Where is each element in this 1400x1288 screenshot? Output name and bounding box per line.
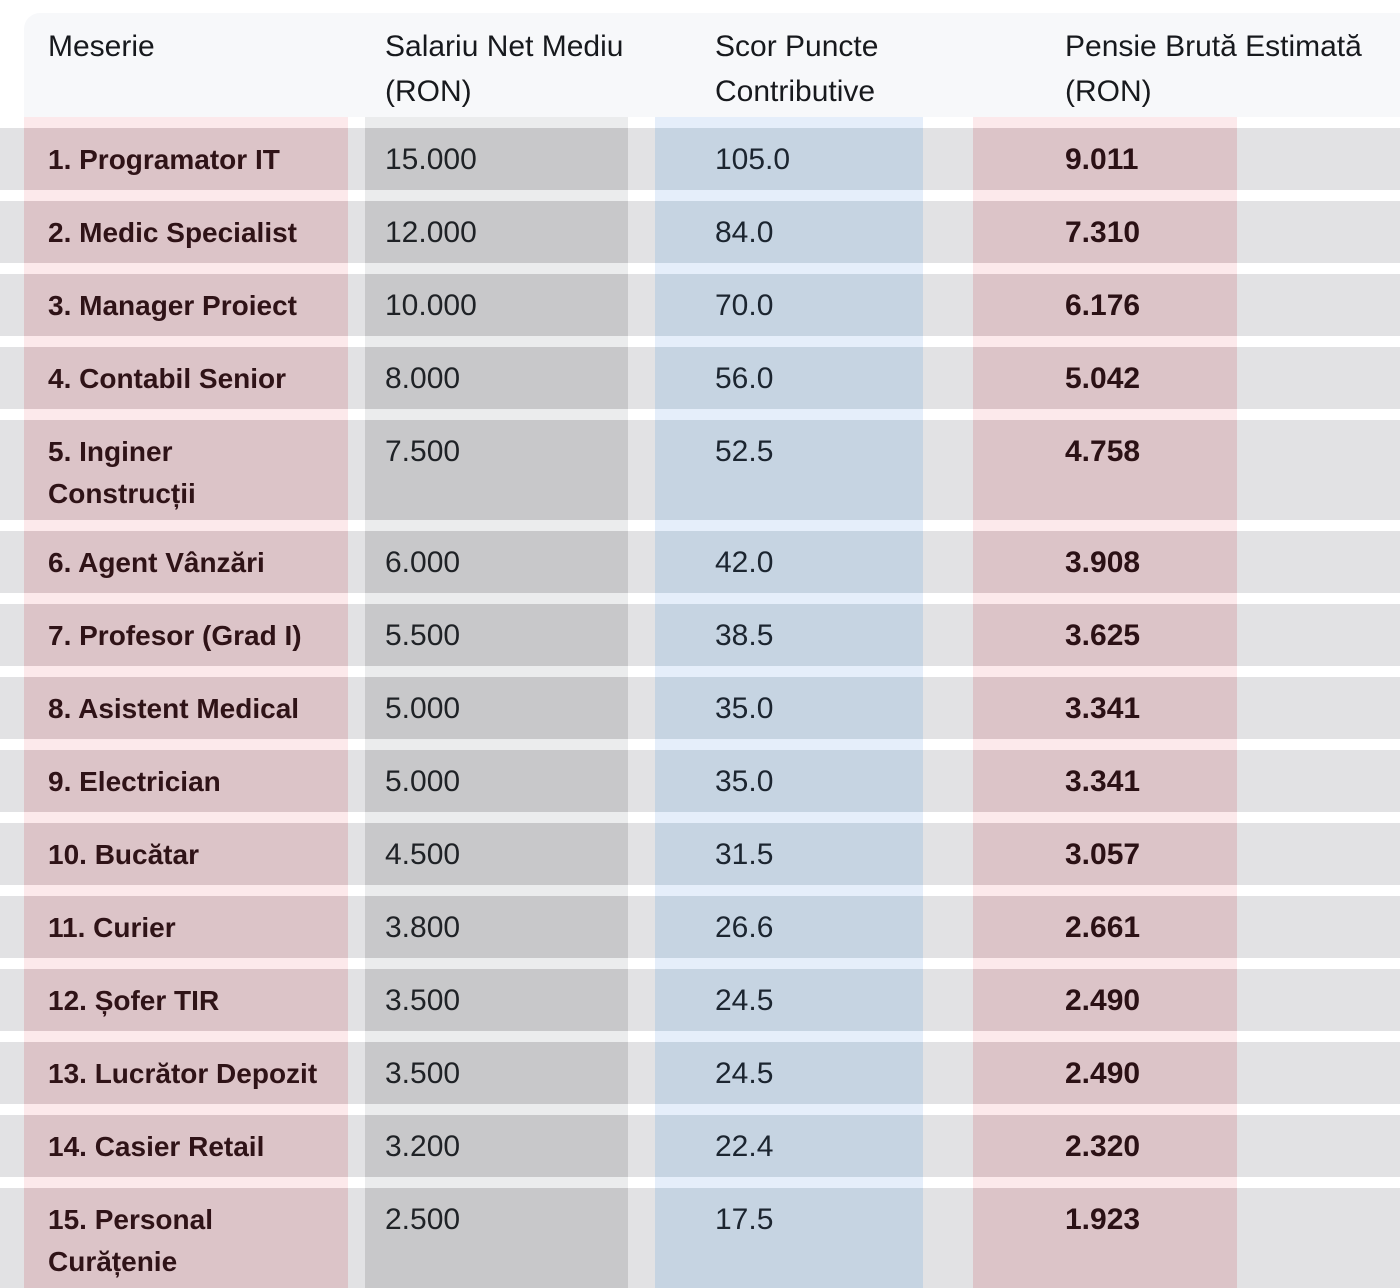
scor-cell: 52.5: [715, 435, 774, 468]
table-row: 10. Bucătar 4.500 31.5 3.057: [0, 823, 1400, 885]
table-row: 14. Casier Retail 3.200 22.4 2.320: [0, 1115, 1400, 1177]
meserie-cell: 5. Inginer Construcții: [48, 436, 196, 509]
salariu-cell: 12.000: [385, 216, 477, 249]
meserie-cell: 2. Medic Specialist: [48, 217, 297, 248]
scor-cell: 22.4: [715, 1130, 774, 1163]
scor-cell: 31.5: [715, 838, 774, 871]
pensie-cell: 3.341: [1065, 765, 1141, 798]
meserie-cell: 1. Programator IT: [48, 144, 280, 175]
pensie-cell: 3.057: [1065, 838, 1141, 871]
pensie-cell: 9.011: [1065, 143, 1139, 176]
table-row: 15. Personal Curățenie 2.500 17.5 1.923: [0, 1188, 1400, 1288]
scor-cell: 56.0: [715, 362, 774, 395]
salariu-cell: 8.000: [385, 362, 461, 395]
table-body: 1. Programator IT 15.000 105.0 9.011 2. …: [0, 128, 1400, 1288]
scor-cell: 70.0: [715, 289, 774, 322]
meserie-cell: 12. Șofer TIR: [48, 985, 220, 1016]
column-header-meserie: Meserie: [48, 30, 155, 63]
meserie-cell: 10. Bucătar: [48, 839, 199, 870]
meserie-cell: 9. Electrician: [48, 766, 221, 797]
scor-cell: 24.5: [715, 984, 774, 1017]
salariu-cell: 15.000: [385, 143, 477, 176]
pensie-cell: 6.176: [1065, 289, 1141, 322]
table-row: 3. Manager Proiect 10.000 70.0 6.176: [0, 274, 1400, 336]
scor-cell: 42.0: [715, 546, 774, 579]
column-header-pensie: Pensie Brută Estimată (RON): [1065, 30, 1362, 108]
table-row: 7. Profesor (Grad I) 5.500 38.5 3.625: [0, 604, 1400, 666]
meserie-cell: 14. Casier Retail: [48, 1131, 265, 1162]
pensie-cell: 7.310: [1065, 216, 1141, 249]
salariu-cell: 3.200: [385, 1130, 461, 1163]
pensie-cell: 3.908: [1065, 546, 1141, 579]
column-header-scor: Scor Puncte Contributive: [715, 30, 879, 108]
pensie-cell: 4.758: [1065, 435, 1141, 468]
pensie-cell: 3.341: [1065, 692, 1141, 725]
meserie-cell: 15. Personal Curățenie: [48, 1204, 213, 1277]
salariu-cell: 3.800: [385, 911, 461, 944]
meserie-cell: 3. Manager Proiect: [48, 290, 297, 321]
meserie-cell: 7. Profesor (Grad I): [48, 620, 302, 651]
pensie-cell: 5.042: [1065, 362, 1141, 395]
pensie-cell: 2.490: [1065, 984, 1141, 1017]
table-row: 6. Agent Vânzări 6.000 42.0 3.908: [0, 531, 1400, 593]
table-row: 13. Lucrător Depozit 3.500 24.5 2.490: [0, 1042, 1400, 1104]
meserie-cell: 11. Curier: [48, 912, 176, 943]
salariu-cell: 5.500: [385, 619, 461, 652]
pensie-cell: 3.625: [1065, 619, 1141, 652]
pensie-cell: 2.490: [1065, 1057, 1141, 1090]
scor-cell: 35.0: [715, 765, 774, 798]
scor-cell: 84.0: [715, 216, 774, 249]
table-row: 9. Electrician 5.000 35.0 3.341: [0, 750, 1400, 812]
meserie-cell: 13. Lucrător Depozit: [48, 1058, 318, 1089]
salariu-cell: 6.000: [385, 546, 461, 579]
meserie-cell: 4. Contabil Senior: [48, 363, 287, 394]
header-row: Meserie Salariu Net Mediu (RON) Scor Pun…: [0, 0, 1400, 117]
scor-cell: 17.5: [715, 1203, 774, 1236]
salariu-cell: 10.000: [385, 289, 477, 322]
table-row: 5. Inginer Construcții 7.500 52.5 4.758: [0, 420, 1400, 520]
pensie-cell: 2.661: [1065, 911, 1141, 944]
table-row: 1. Programator IT 15.000 105.0 9.011: [0, 128, 1400, 190]
pensie-cell: 1.923: [1065, 1203, 1141, 1236]
table-row: 8. Asistent Medical 5.000 35.0 3.341: [0, 677, 1400, 739]
scor-cell: 24.5: [715, 1057, 774, 1090]
scor-cell: 26.6: [715, 911, 774, 944]
scor-cell: 38.5: [715, 619, 774, 652]
pensie-cell: 2.320: [1065, 1130, 1141, 1163]
salariu-cell: 2.500: [385, 1203, 461, 1236]
table-row: 11. Curier 3.800 26.6 2.661: [0, 896, 1400, 958]
column-header-salariu: Salariu Net Mediu (RON): [385, 30, 624, 108]
table-row: 4. Contabil Senior 8.000 56.0 5.042: [0, 347, 1400, 409]
salariu-cell: 7.500: [385, 435, 461, 468]
scor-cell: 105.0: [715, 143, 791, 176]
salariu-cell: 5.000: [385, 692, 461, 725]
scor-cell: 35.0: [715, 692, 774, 725]
header-card: [24, 13, 1400, 117]
table-row: 12. Șofer TIR 3.500 24.5 2.490: [0, 969, 1400, 1031]
meserie-cell: 8. Asistent Medical: [48, 693, 300, 724]
salariu-cell: 5.000: [385, 765, 461, 798]
salariu-cell: 4.500: [385, 838, 461, 871]
salariu-cell: 3.500: [385, 1057, 461, 1090]
meserie-cell: 6. Agent Vânzări: [48, 547, 265, 578]
table-row: 2. Medic Specialist 12.000 84.0 7.310: [0, 201, 1400, 263]
salariu-cell: 3.500: [385, 984, 461, 1017]
